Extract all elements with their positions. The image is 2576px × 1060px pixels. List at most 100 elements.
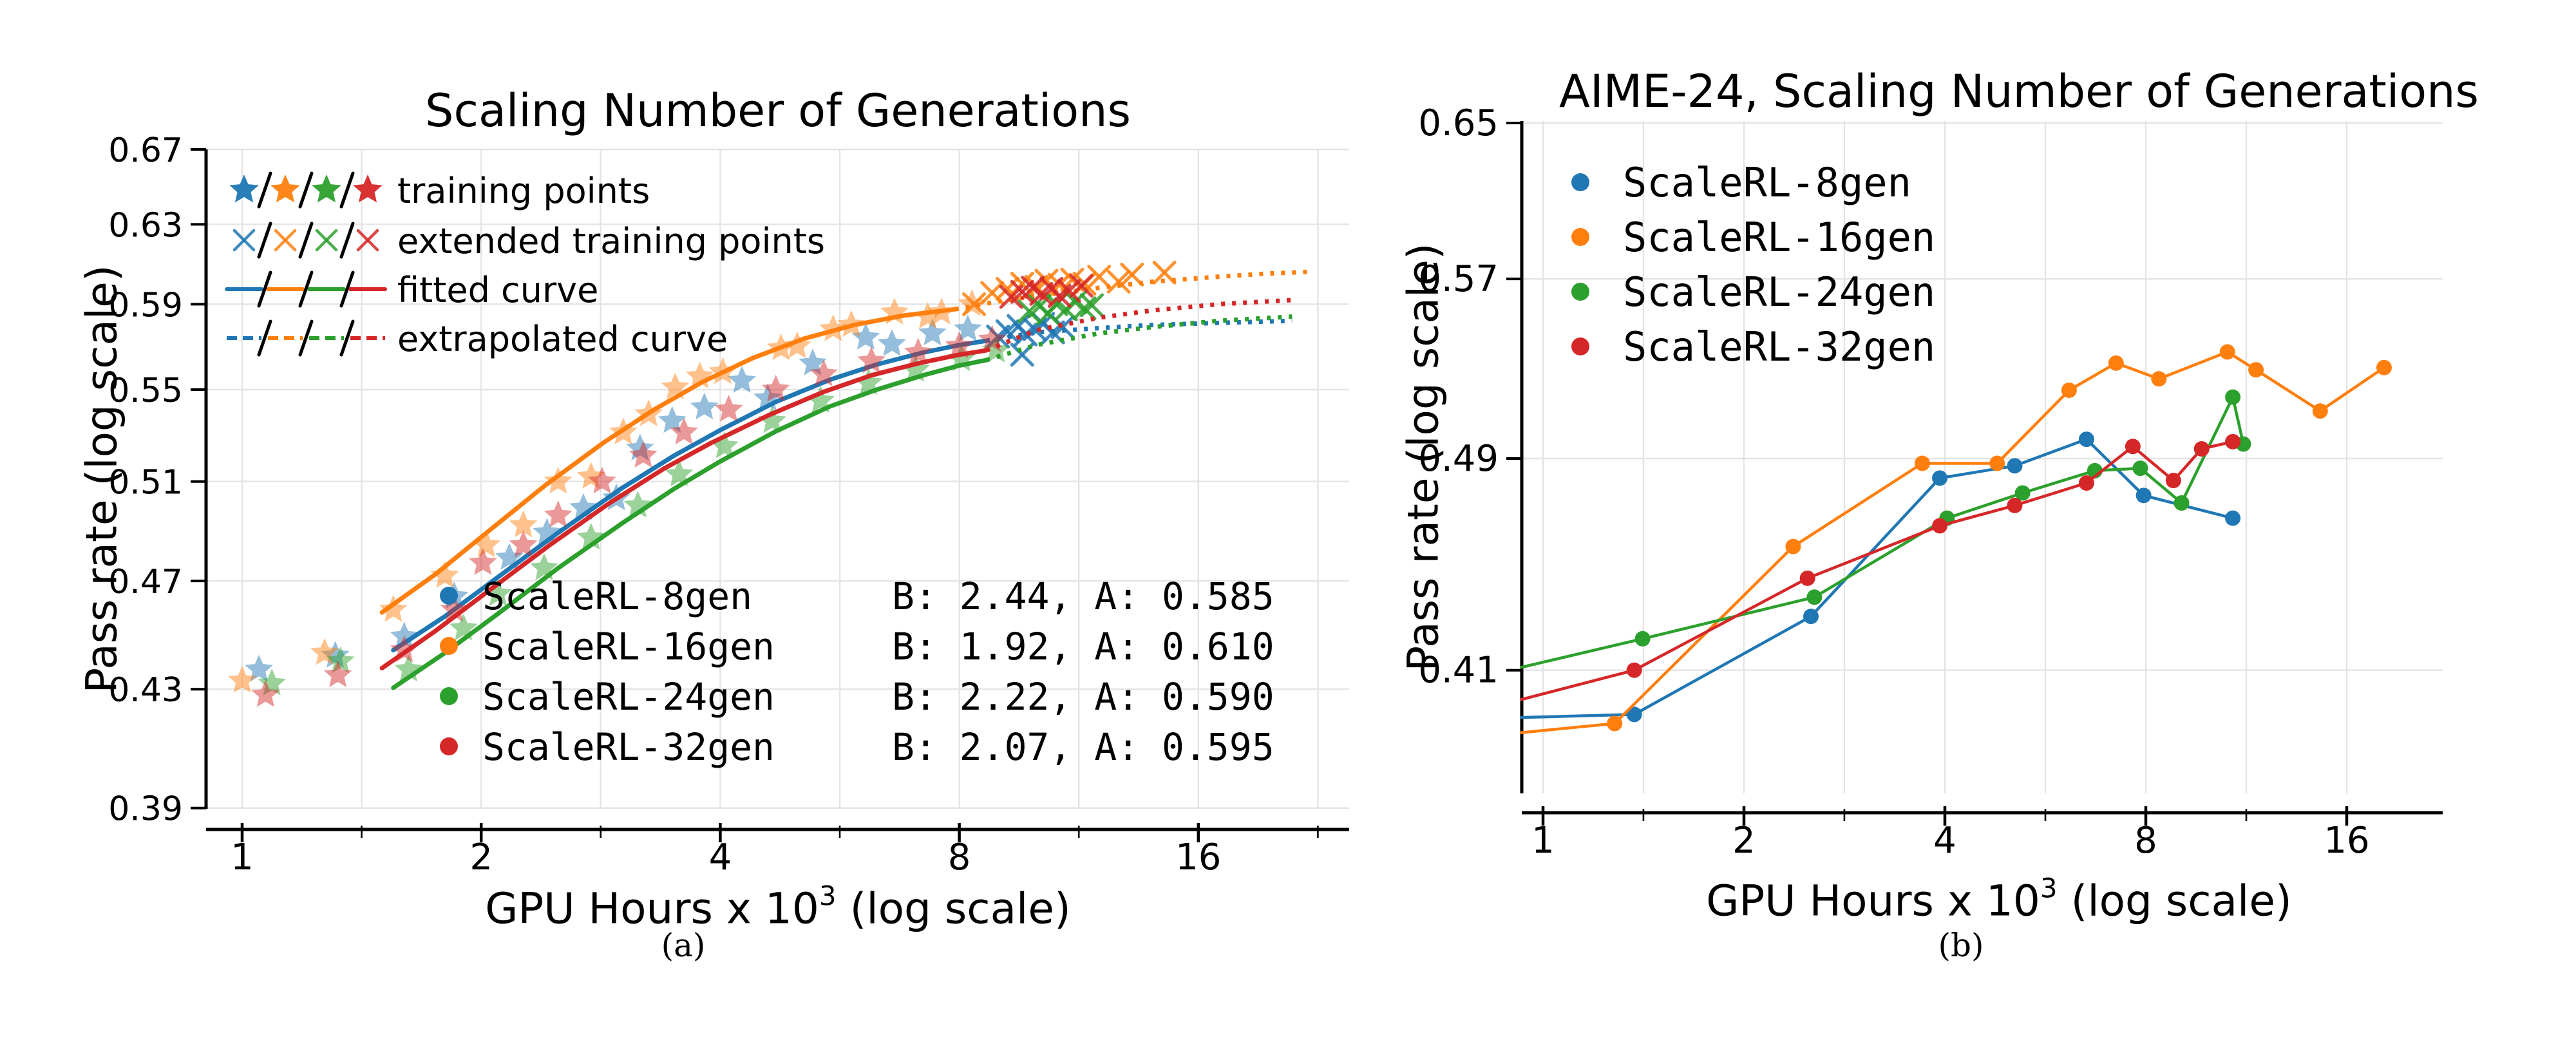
training-point-star [953, 314, 982, 341]
data-point [2078, 475, 2094, 491]
y-tick-label: 0.41 [1418, 650, 1499, 692]
series-name: ScaleRL-24gen [482, 675, 775, 719]
x-marker [1034, 269, 1059, 293]
data-point [2132, 460, 2148, 477]
training-point-star [799, 348, 827, 375]
series-name: ScaleRL-16gen [482, 625, 775, 668]
x-marker [356, 229, 379, 252]
caption-a: (a) [661, 927, 706, 964]
x-tick-label: 2 [469, 837, 493, 878]
x-tick-label: 16 [1175, 837, 1221, 878]
training-point-star [544, 500, 573, 527]
data-point [2193, 441, 2210, 457]
legend-slash [298, 319, 314, 357]
data-point [1989, 455, 2005, 471]
training-point-star [690, 392, 719, 420]
legend-slash [257, 222, 272, 259]
chart-b-xlabel-sup: 3 [2040, 872, 2058, 904]
training-point-star [588, 466, 616, 494]
data-point [1803, 609, 1819, 625]
chart-b-legend: ScaleRL-8gen ScaleRL-16gen ScaleRL-24gen Sc… [1571, 159, 1935, 370]
legend-dot [1571, 283, 1589, 301]
training-point-star [544, 466, 573, 494]
data-point [1626, 706, 1642, 723]
series-fit-params: B: 1.92, A: 0.610 [892, 625, 1274, 668]
fitted-curve [391, 357, 989, 690]
y-tick-label: 0.39 [108, 790, 183, 829]
x-marker [1106, 269, 1131, 294]
fit-legend-row-scalerl-32gen: ScaleRL-32gen B: 2.07, A: 0.595 [440, 725, 1274, 769]
legend-row-star: training points [229, 171, 650, 211]
data-point [2007, 497, 2023, 513]
legend-dot [440, 587, 458, 605]
training-point-star [251, 680, 280, 707]
training-point-star [323, 660, 352, 687]
data-point [2078, 431, 2094, 448]
y-tick-label: 0.65 [1418, 102, 1499, 144]
legend-row-scalerl-16gen: ScaleRL-16gen [1571, 214, 1935, 261]
x-tick-label: 1 [231, 837, 254, 878]
training-point-star [981, 336, 1010, 363]
chart-a-fit-legend: ScaleRL-8gen B: 2.44, A: 0.585 ScaleRL-16g… [440, 574, 1274, 769]
training-point-star [626, 433, 654, 461]
training-point-star [569, 493, 598, 520]
x-marker [980, 281, 1005, 305]
data-point [2007, 458, 2023, 474]
data-point [2248, 362, 2264, 378]
fit-legend-row-scalerl-8gen: ScaleRL-8gen B: 2.44, A: 0.585 [440, 574, 1274, 618]
training-point-star [857, 346, 886, 374]
chart-a-ylabel: Pass rate (log scale) [77, 265, 127, 694]
y-tick-label: 0.43 [108, 671, 183, 710]
training-point-star [918, 318, 947, 346]
series-scalerl-32gen [251, 274, 1293, 707]
fitted-curve [379, 348, 989, 670]
legend-slash [298, 270, 314, 308]
x-marker [999, 285, 1023, 309]
y-tick-label: 0.63 [108, 206, 183, 245]
x-marker [1072, 296, 1097, 321]
training-point-star [509, 530, 538, 558]
x-tick-label: 2 [1732, 820, 1756, 862]
chart-b-series [1520, 344, 2392, 734]
data-point [2061, 382, 2077, 398]
training-point-star [576, 522, 605, 550]
series-name: ScaleRL-8gen [482, 574, 752, 618]
data-point [1634, 630, 1651, 647]
training-point-star [904, 337, 933, 365]
series-scalerl-32gen [1520, 433, 2241, 701]
training-point-star [258, 668, 286, 696]
legend-star [312, 175, 341, 203]
series-name: ScaleRL-32gen [482, 725, 775, 769]
y-tick-label: 0.49 [1418, 438, 1499, 480]
data-point [2014, 485, 2031, 501]
y-tick-label: 0.47 [108, 563, 183, 601]
legend-slash [339, 171, 355, 209]
series-scalerl-8gen [1520, 431, 2241, 723]
data-line [1520, 440, 2235, 701]
data-point [2108, 355, 2124, 371]
x-marker [1079, 293, 1104, 317]
legend-dot [440, 637, 458, 655]
training-point-star [484, 579, 513, 606]
legend-label: ScaleRL-24gen [1623, 269, 1935, 316]
data-point [1932, 518, 1948, 534]
extrapolated-curve [985, 314, 1293, 363]
x-tick-label: 16 [2324, 820, 2369, 862]
training-point-star [623, 491, 652, 518]
training-point-star [913, 301, 942, 329]
training-point-star [758, 406, 786, 433]
legend-star [270, 175, 300, 203]
legend-slash [339, 319, 355, 357]
series-scalerl-24gen [1520, 389, 2251, 669]
data-line [1520, 395, 2245, 669]
training-point-star [379, 594, 408, 622]
training-point-star [670, 417, 698, 445]
training-point-star [326, 646, 355, 674]
training-point-star [710, 431, 739, 459]
training-point-star [228, 666, 256, 693]
data-point [2151, 371, 2167, 387]
fit-legend-row-scalerl-16gen: ScaleRL-16gen B: 1.92, A: 0.610 [440, 625, 1274, 668]
y-tick-label: 0.57 [1418, 258, 1499, 300]
legend-star [229, 175, 259, 203]
